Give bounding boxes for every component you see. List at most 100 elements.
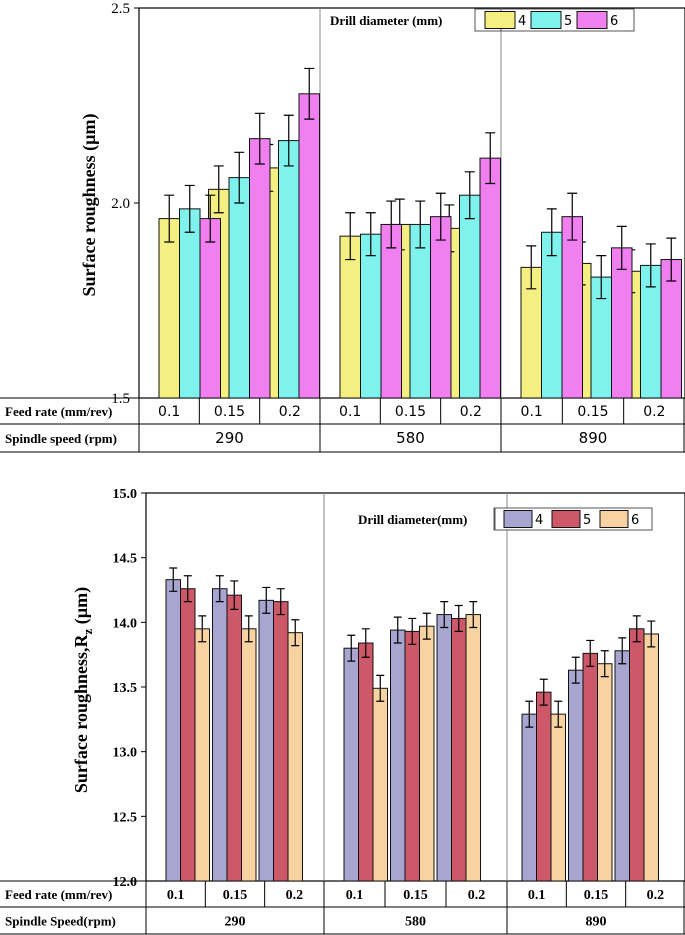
bar-1-d6-1 [199, 218, 221, 399]
legend-title: Drill diameter (mm) [330, 13, 442, 28]
feed-rate-header: Feed rate (mm/rev) [5, 887, 112, 902]
bar-1-d5-2 [228, 177, 250, 399]
error-bar-2-d6-6 [469, 601, 478, 629]
feed-rate-cell: 0.2 [647, 888, 665, 903]
bar-2-d6-1 [194, 628, 210, 882]
error-bar-2-d5-1 [183, 575, 192, 603]
y-axis-label-subscript: z [80, 628, 95, 634]
error-bar-2-d4-9 [618, 637, 627, 665]
error-bar-1-d5-4 [365, 212, 376, 257]
bar-1-d5-6 [459, 194, 481, 399]
error-bar-1-d6-6 [485, 132, 496, 185]
legend-label-4: 4 [518, 14, 526, 29]
feed-rate-cell: 0.1 [167, 888, 185, 903]
bar-2-d6-7 [550, 713, 566, 882]
bar-2-d4-9 [614, 650, 630, 882]
error-bar-2-d4-2 [215, 575, 224, 603]
error-bar-1-d4-2 [213, 165, 224, 214]
bar-2-d6-4 [372, 687, 388, 882]
bar-1-d5-4 [360, 233, 382, 399]
error-bar-1-d6-9 [666, 237, 677, 282]
feed-rate-cell: 0.2 [643, 404, 665, 420]
bar-2-d4-7 [521, 713, 537, 882]
feed-rate-cell: 0.1 [521, 404, 543, 420]
bar-2-d4-3 [258, 599, 274, 882]
error-bar-2-d5-5 [408, 617, 417, 645]
bar-1-d6-2 [249, 138, 271, 399]
spindle-speed-cell: 890 [579, 429, 608, 447]
y-tick-label: 13.5 [113, 681, 138, 696]
error-bar-1-d5-5 [415, 200, 426, 249]
error-bar-1-d4-4 [345, 212, 356, 261]
legend-label-5: 5 [583, 513, 591, 528]
error-bar-2-d4-8 [571, 656, 580, 684]
legend-swatch-4 [484, 11, 516, 29]
legend-swatch-6 [576, 11, 608, 29]
error-bar-2-d5-6 [454, 604, 463, 632]
spindle-speed-cell: 890 [586, 915, 607, 930]
error-bar-2-d6-5 [422, 612, 431, 640]
y-tick-label: 2.0 [111, 196, 130, 212]
error-bar-2-d4-3 [262, 586, 271, 614]
error-bar-1-d5-9 [645, 243, 656, 288]
feed-rate-cell: 0.2 [468, 888, 486, 903]
error-bar-1-d4-7 [526, 245, 537, 290]
y-tick-label: 1.5 [111, 391, 130, 407]
bar-2-d4-1 [165, 579, 181, 882]
bar-2-d4-5 [390, 629, 406, 882]
error-bar-1-d5-2 [234, 151, 245, 204]
error-bar-1-d6-7 [567, 192, 578, 241]
bar-2-d5-9 [629, 628, 645, 882]
error-bar-1-d5-8 [596, 255, 607, 300]
y-axis-label: Surface roughness (µm) [79, 113, 100, 296]
bar-2-d5-7 [536, 691, 552, 882]
feed-rate-cell: 0.15 [214, 404, 245, 420]
error-bar-1-d5-6 [464, 171, 475, 220]
error-bar-2-d5-7 [539, 678, 548, 706]
bar-1-d5-1 [179, 208, 201, 399]
bar-2-d5-3 [273, 601, 289, 882]
y-tick-label: 14.5 [113, 552, 138, 567]
feed-rate-cell: 0.2 [460, 404, 482, 420]
error-bar-1-d6-4 [386, 200, 397, 249]
feed-rate-cell: 0.1 [528, 888, 546, 903]
y-axis-label-text: Surface roughness,R [71, 633, 91, 793]
spindle-speed-cell: 580 [396, 429, 425, 447]
bar-1-d6-4 [380, 223, 402, 399]
error-bar-2-d6-7 [554, 700, 563, 728]
error-bar-2-d6-3 [291, 619, 300, 647]
spindle-speed-cell: 580 [405, 915, 426, 930]
bar-2-d4-6 [436, 614, 452, 882]
y-tick-label: 12.0 [113, 875, 138, 890]
chart-panel-1: 1.5 2.0 2.5 Surface roughness (µm) Drill dia… [0, 1, 685, 453]
y-tick-label: 12.5 [113, 810, 138, 825]
error-bar-1-d6-3 [304, 67, 315, 120]
error-bar-1-d5-3 [283, 114, 294, 167]
error-bar-1-d6-8 [616, 225, 627, 270]
bar-1-d6-6 [479, 157, 501, 399]
error-bar-1-d6-2 [254, 112, 265, 165]
feed-rate-cell: 0.1 [158, 404, 180, 420]
feed-rate-header: Feed rate (mm/rev) [5, 404, 112, 419]
spindle-speed-header: Spindle speed (rpm) [5, 431, 117, 446]
error-bar-2-d4-5 [393, 616, 402, 644]
feed-rate-cell: 0.1 [339, 404, 361, 420]
y-tick-label: 13.0 [113, 746, 138, 761]
bar-2-d4-4 [343, 647, 359, 882]
error-bar-2-d6-8 [600, 650, 609, 678]
error-bar-1-d4-1 [164, 194, 175, 243]
error-bar-2-d4-6 [440, 601, 449, 629]
legend-swatch-5 [551, 510, 581, 528]
bar-1-d6-3 [298, 93, 320, 399]
bar-1-d5-7 [541, 231, 563, 399]
bar-2-d5-8 [582, 652, 598, 882]
error-bar-2-d6-1 [198, 615, 207, 643]
error-bar-1-d6-5 [435, 192, 446, 241]
bar-2-d6-9 [643, 633, 659, 882]
bar-2-d5-6 [451, 617, 467, 882]
bar-1-d4-4 [339, 235, 361, 399]
feed-rate-cell: 0.15 [403, 888, 428, 903]
feed-rate-cell: 0.15 [223, 888, 248, 903]
bar-1-d5-5 [409, 223, 431, 399]
error-bar-1-d5-1 [184, 184, 195, 233]
